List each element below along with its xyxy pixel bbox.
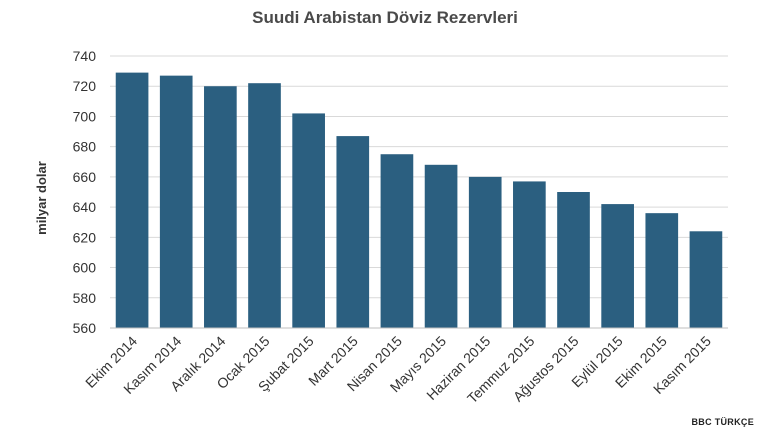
y-tick-label: 600 <box>73 260 97 276</box>
chart-title: Suudi Arabistan Döviz Rezervleri <box>252 8 518 27</box>
y-tick-label: 560 <box>73 320 97 336</box>
bar <box>601 204 634 328</box>
y-tick-label: 580 <box>73 290 97 306</box>
bars <box>115 72 723 329</box>
bar <box>248 83 281 328</box>
bar <box>689 231 723 328</box>
bar <box>645 213 679 328</box>
y-tick-label: 640 <box>73 199 97 215</box>
bar <box>424 164 458 328</box>
bar <box>204 86 237 328</box>
grid-lines <box>110 55 728 299</box>
bar <box>557 192 590 328</box>
y-tick-label: 660 <box>73 169 97 185</box>
y-tick-label: 620 <box>73 229 97 245</box>
bar <box>468 176 502 328</box>
y-tick-label: 700 <box>73 108 97 124</box>
bar <box>513 181 546 328</box>
bar <box>159 75 193 329</box>
y-axis-title: milyar dolar <box>34 161 49 235</box>
source-credit: BBC TÜRKÇE <box>691 417 754 427</box>
bar <box>380 154 414 328</box>
y-axis-ticks: 560 580 600 620 640 660 680 700 720 740 <box>73 48 97 336</box>
y-tick-label: 740 <box>73 48 97 64</box>
y-tick-label: 720 <box>73 78 97 94</box>
bar <box>336 136 370 328</box>
y-tick-label: 680 <box>73 139 97 155</box>
bar <box>292 113 325 328</box>
bar <box>115 72 149 328</box>
